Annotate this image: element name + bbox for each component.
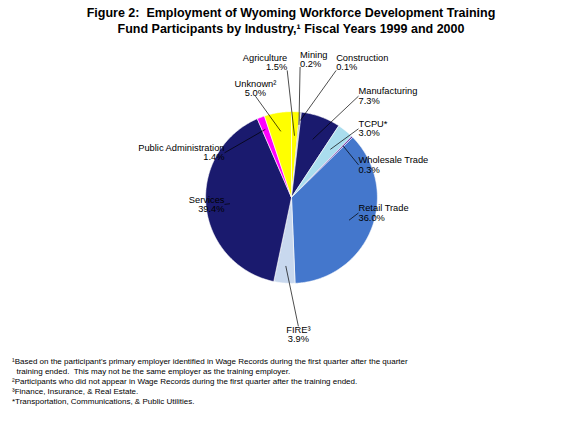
- html-text:¹Based on the participant's pr: ¹Based on the participant's primary empl…: [12, 357, 408, 366]
- svg-text:Manufacturing7.3%: Manufacturing7.3%: [358, 86, 417, 105]
- svg-text:Construction0.1%: Construction0.1%: [336, 53, 388, 72]
- svg-text:Retail Trade36.0%: Retail Trade36.0%: [358, 203, 408, 222]
- svg-text:Wholesale Trade0.3%: Wholesale Trade0.3%: [358, 155, 428, 174]
- svg-text:Mining0.2%: Mining0.2%: [300, 50, 327, 69]
- html-text:Figure 2: Employment of Wyomin: Figure 2: Employment of Wyoming Workforc…: [86, 6, 496, 36]
- svg-text:TCPU*3.0%: TCPU*3.0%: [358, 119, 387, 138]
- svg-text:FIRE³3.9%: FIRE³3.9%: [286, 325, 310, 344]
- html-text:training ended. This may not b: training ended. This may not be the same…: [12, 367, 291, 376]
- svg-text:Public Administration1.4%: Public Administration1.4%: [138, 143, 224, 162]
- svg-text:Agriculture1.5%: Agriculture1.5%: [243, 53, 287, 72]
- html-text:³Finance, Insurance, & Real Es: ³Finance, Insurance, & Real Estate.: [12, 387, 139, 396]
- html-text:²Participants who did not appe: ²Participants who did not appear in Wage…: [12, 377, 358, 386]
- html-text:*Transportation, Communication: *Transportation, Communications, & Publi…: [12, 397, 195, 406]
- svg-text:Unknown²5.0%: Unknown²5.0%: [234, 79, 276, 98]
- svg-text:Services39.4%: Services39.4%: [189, 195, 225, 214]
